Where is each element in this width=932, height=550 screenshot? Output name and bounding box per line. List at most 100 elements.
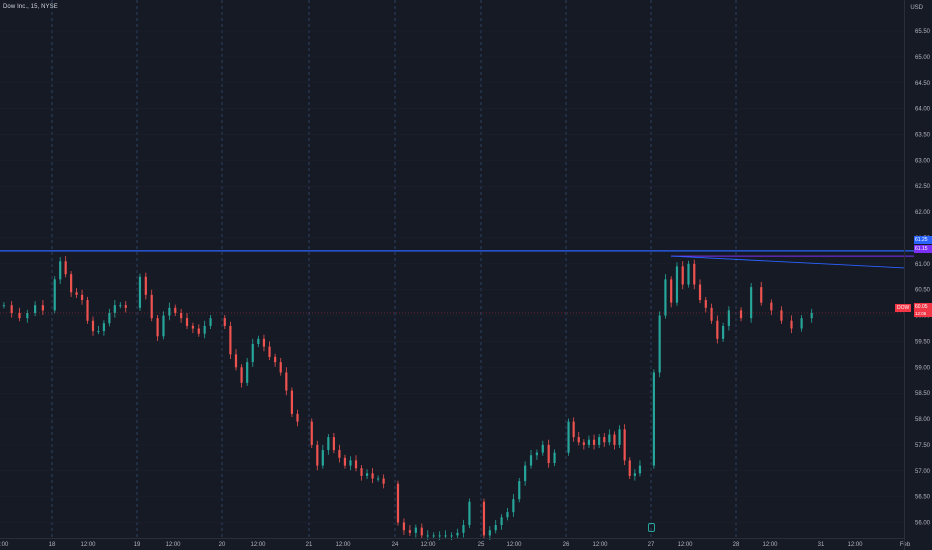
candle[interactable] (26, 312, 29, 319)
candle[interactable] (518, 481, 521, 500)
candle[interactable] (420, 527, 423, 536)
candle[interactable] (327, 437, 330, 451)
candle[interactable] (468, 501, 471, 526)
trend-line[interactable] (670, 255, 906, 269)
candle[interactable] (547, 444, 550, 463)
candle[interactable] (338, 450, 341, 458)
price-axis[interactable]: 56.00 56.50 57.00 57.50 58.00 58.50 59.00 59.50… (915, 29, 931, 526)
candle[interactable] (185, 318, 189, 326)
candle[interactable] (251, 344, 254, 363)
candle[interactable] (652, 372, 655, 466)
candle[interactable] (113, 305, 116, 313)
candle[interactable] (698, 284, 702, 301)
candle[interactable] (524, 465, 527, 482)
candle[interactable] (408, 530, 411, 533)
candle[interactable] (86, 300, 89, 321)
candle[interactable] (274, 356, 277, 363)
candle[interactable] (402, 522, 406, 531)
candle[interactable] (41, 305, 44, 311)
symbol-title[interactable]: Dow Inc., 15, NYSE (3, 4, 58, 10)
candle[interactable] (290, 390, 294, 414)
candle[interactable] (174, 307, 177, 313)
candle[interactable] (587, 439, 591, 445)
candle[interactable] (675, 266, 679, 303)
candle[interactable] (382, 478, 385, 484)
candle[interactable] (156, 318, 159, 337)
candle[interactable] (240, 367, 243, 383)
candle[interactable] (316, 444, 319, 466)
candle[interactable] (623, 429, 626, 461)
candle[interactable] (687, 263, 690, 285)
candle[interactable] (710, 307, 713, 321)
candle[interactable] (279, 362, 282, 373)
candle[interactable] (377, 478, 380, 480)
candle[interactable] (444, 535, 447, 537)
candle[interactable] (234, 354, 238, 368)
candle[interactable] (262, 338, 266, 347)
candle[interactable] (246, 362, 249, 383)
time-axis[interactable]: :00 18 12:00 19 12:00 20 12:00 21 12:00 24 12:00 25… (0, 542, 911, 548)
candle[interactable] (34, 305, 37, 313)
candle[interactable] (229, 325, 232, 355)
candle[interactable] (426, 535, 429, 537)
candle[interactable] (603, 437, 606, 443)
candle[interactable] (360, 468, 363, 476)
candle[interactable] (790, 320, 793, 329)
candle[interactable] (462, 525, 465, 533)
candle[interactable] (721, 325, 725, 339)
candle[interactable] (750, 287, 753, 319)
candle[interactable] (512, 499, 515, 513)
candle[interactable] (577, 437, 580, 443)
candle[interactable] (119, 305, 122, 307)
currency-label[interactable]: USD (910, 5, 923, 11)
candle[interactable] (365, 473, 369, 476)
candle[interactable] (770, 302, 773, 311)
candle[interactable] (191, 325, 195, 329)
candle[interactable] (64, 261, 67, 275)
candle[interactable] (53, 279, 56, 311)
candle[interactable] (168, 307, 171, 316)
candle[interactable] (102, 323, 106, 332)
candle[interactable] (180, 312, 183, 319)
candles[interactable] (2, 256, 813, 541)
candle[interactable] (810, 312, 813, 319)
candle[interactable] (197, 328, 200, 334)
candle[interactable] (150, 294, 153, 319)
candle[interactable] (80, 294, 84, 301)
candle[interactable] (70, 274, 73, 293)
candle[interactable] (681, 266, 684, 285)
candle[interactable] (268, 346, 271, 357)
candle[interactable] (633, 473, 636, 476)
candle[interactable] (97, 331, 100, 333)
candle[interactable] (450, 535, 453, 537)
candle[interactable] (456, 532, 459, 536)
drawings[interactable] (0, 250, 914, 314)
candle[interactable] (529, 455, 533, 466)
candle[interactable] (203, 325, 206, 334)
candle[interactable] (296, 413, 299, 422)
candle[interactable] (285, 372, 288, 391)
candle[interactable] (209, 318, 212, 326)
candle[interactable] (349, 460, 352, 466)
candle[interactable] (582, 442, 585, 445)
candle[interactable] (223, 318, 226, 326)
candle[interactable] (371, 473, 374, 479)
candle[interactable] (739, 310, 743, 319)
candle[interactable] (432, 535, 435, 537)
candle[interactable] (488, 530, 491, 536)
candle[interactable] (628, 460, 631, 476)
candle[interactable] (506, 512, 509, 518)
candle[interactable] (592, 439, 596, 445)
candle[interactable] (664, 279, 667, 316)
candle[interactable] (59, 261, 62, 280)
candle[interactable] (760, 287, 763, 303)
candle[interactable] (332, 437, 335, 451)
candle[interactable] (91, 320, 95, 332)
candle[interactable] (108, 312, 111, 324)
candle[interactable] (144, 276, 147, 295)
candle[interactable] (396, 483, 400, 523)
event-flag-icon[interactable] (648, 523, 655, 532)
candle[interactable] (75, 292, 78, 295)
